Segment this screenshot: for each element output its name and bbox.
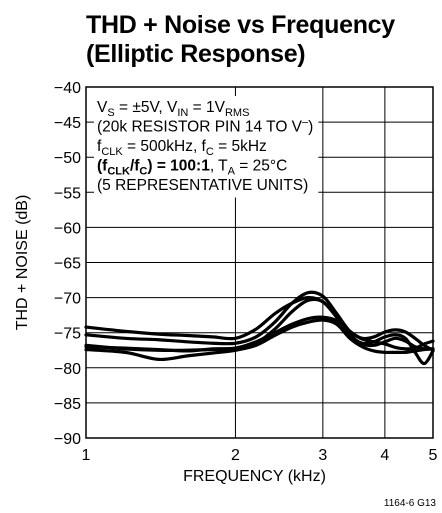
y-tick-label: −90: [54, 431, 81, 448]
tick-labels: −40 −45 −50 −55 −60 −65 −70 −75 −80 −85 −901 2 3 4 5: [54, 80, 438, 464]
y-tick-label: −70: [54, 291, 81, 308]
y-tick-label: −45: [54, 115, 81, 132]
annotation-line: fCLK​ = 500kHz, fC​ = 5kHz: [97, 138, 267, 158]
x-tick-label: 2: [231, 447, 240, 464]
x-tick-label: 1: [82, 447, 91, 464]
figure-code: 1164-6 G13: [384, 498, 437, 509]
y-tick-label: −55: [54, 185, 81, 202]
x-tick-label: 4: [380, 447, 389, 464]
y-axis-label: THD + NOISE (dB): [14, 195, 31, 331]
x-tick-label: 5: [429, 447, 438, 464]
annotation-line: VS​ = ±5V, VIN​ = 1VRMS​: [97, 99, 249, 119]
chart-subtitle: (Elliptic Response): [86, 40, 306, 68]
y-tick-label: −85: [54, 396, 81, 413]
y-tick-label: −60: [54, 220, 81, 237]
annotation-background: [94, 96, 319, 198]
plot-border: [85, 86, 434, 439]
series-line-5: [84, 318, 435, 362]
annotation-box: VS​ = ±5V, VIN​ = 1VRMS​(20k RESISTOR PI…: [97, 99, 313, 194]
y-tick-label: −75: [54, 326, 81, 343]
annotation-line: (5 REPRESENTATIVE UNITS): [97, 177, 308, 194]
y-tick-label: −65: [54, 256, 81, 273]
annotation-line: (fCLK​/fC​) = 100:1, TA​ = 25°C: [97, 158, 287, 178]
y-tick-label: −40: [54, 80, 81, 97]
y-tick-label: −50: [54, 150, 81, 167]
series-lines: [84, 290, 435, 366]
plot-frame: [85, 86, 434, 439]
annotation-line: (20k RESISTOR PIN 14 TO V–​): [97, 117, 313, 136]
chart-title: THD + Noise vs Frequency: [86, 11, 395, 39]
series-line-2: [84, 290, 435, 352]
series-line-4: [84, 315, 435, 353]
grid: [86, 87, 433, 438]
y-tick-label: −80: [54, 361, 81, 378]
x-tick-label: 3: [318, 447, 327, 464]
x-axis-label: FREQUENCY (kHz): [183, 468, 326, 485]
